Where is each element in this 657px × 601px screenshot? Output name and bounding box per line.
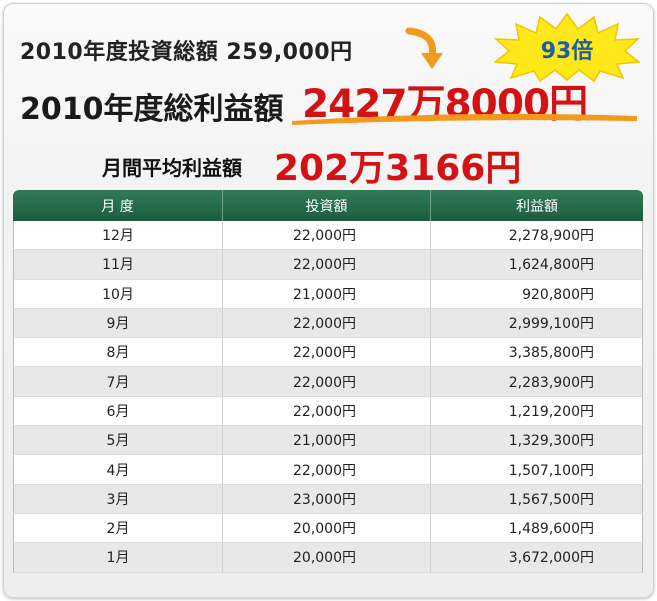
profit-cell: 1,489,600円 [430,513,643,544]
profit-cell: 1,567,500円 [430,484,643,514]
table-row: 5月 21,000円 1,329,300円 [13,426,643,456]
profit-cell: 2,999,100円 [430,308,643,339]
table-row: 9月 22,000円 2,999,100円 [13,308,643,339]
profit-cell: 3,672,000円 [430,543,643,573]
table-row: 10月 21,000円 920,800円 [13,279,643,309]
investment-cell: 22,000円 [222,308,430,339]
month-cell: 1月 [13,543,222,573]
monthly-average-value: 202万3166円 [274,148,522,189]
table-row: 3月 23,000円 1,567,500円 [13,484,643,514]
profit-cell: 1,329,300円 [430,426,643,456]
investment-cell: 22,000円 [222,338,430,368]
month-cell: 12月 [13,221,222,251]
multiplier-badge-text: 93倍 [540,39,594,64]
investment-cell: 22,000円 [222,250,430,280]
investment-cell: 22,000円 [222,367,430,397]
orange-swoosh-underline [292,113,637,125]
investment-cell: 22,000円 [222,396,430,427]
table-row: 2月 20,000円 1,489,600円 [13,513,643,544]
month-cell: 6月 [13,396,222,427]
total-investment-line: 2010年度投資総額 259,000円 [20,40,353,65]
starburst-badge-icon [494,12,640,82]
investment-cell: 20,000円 [222,513,430,544]
profit-cell: 2,283,900円 [430,367,643,397]
table-row: 6月 22,000円 1,219,200円 [13,396,643,427]
curved-arrow-icon [405,27,443,69]
month-cell: 7月 [13,367,222,397]
table-row: 1月 20,000円 3,672,000円 [13,543,643,573]
table-row: 8月 22,000円 3,385,800円 [13,338,643,368]
column-header-month: 月 度 [13,190,222,221]
column-header-investment: 投資額 [222,190,430,221]
profit-cell: 920,800円 [430,279,643,309]
investment-cell: 20,000円 [222,543,430,573]
investment-cell: 21,000円 [222,279,430,309]
month-cell: 8月 [13,338,222,368]
table-row: 12月 22,000円 2,278,900円 [13,221,643,251]
profit-cell: 2,278,900円 [430,221,643,251]
profit-cell: 3,385,800円 [430,338,643,368]
monthly-results-table: 月 度 投資額 利益額 12月 22,000円 2,278,900円 11月 22,0… [13,190,643,573]
column-header-profit: 利益額 [430,190,643,221]
month-cell: 3月 [13,484,222,514]
table-row: 11月 22,000円 1,624,800円 [13,250,643,280]
month-cell: 10月 [13,279,222,309]
month-cell: 2月 [13,513,222,544]
month-cell: 5月 [13,426,222,456]
investment-cell: 22,000円 [222,455,430,485]
month-cell: 11月 [13,250,222,280]
profit-cell: 1,624,800円 [430,250,643,280]
investment-cell: 23,000円 [222,484,430,514]
table-row: 7月 22,000円 2,283,900円 [13,367,643,397]
profit-cell: 1,219,200円 [430,396,643,427]
monthly-average-label: 月間平均利益額 [102,156,242,180]
month-cell: 9月 [13,308,222,339]
table-row: 4月 22,000円 1,507,100円 [13,455,643,485]
total-profit-label: 2010年度総利益額 [20,92,284,127]
investment-cell: 22,000円 [222,221,430,251]
table-header-row: 月 度 投資額 利益額 [13,190,643,221]
profit-cell: 1,507,100円 [430,455,643,485]
month-cell: 4月 [13,455,222,485]
investment-cell: 21,000円 [222,426,430,456]
